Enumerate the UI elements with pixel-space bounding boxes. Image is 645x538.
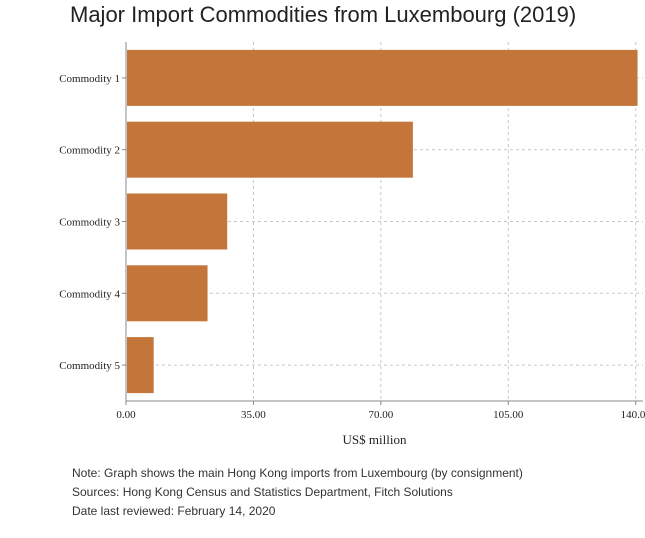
chart-title: Major Import Commodities from Luxembourg… bbox=[70, 2, 577, 27]
bar-3 bbox=[127, 193, 228, 250]
x-tick-label: 35.00 bbox=[241, 409, 266, 421]
bar-1 bbox=[127, 49, 638, 106]
y-tick-label: Commodity 5 bbox=[59, 360, 120, 372]
y-tick-labels: Commodity 1 Commodity 2 Commodity 3 Commodi… bbox=[59, 73, 120, 372]
y-tick-label: Commodity 4 bbox=[59, 288, 120, 300]
y-tick-label: Commodity 3 bbox=[59, 217, 120, 229]
y-tick-label: Commodity 1 bbox=[59, 73, 120, 85]
bars bbox=[127, 49, 638, 394]
x-tick-label: 0.00 bbox=[116, 409, 136, 421]
note-text: Note: Graph shows the main Hong Kong imp… bbox=[72, 466, 523, 480]
bar-2 bbox=[127, 121, 413, 178]
y-tick-label: Commodity 2 bbox=[59, 145, 120, 157]
date-reviewed-text: Date last reviewed: February 14, 2020 bbox=[72, 504, 276, 518]
x-tick-label: 105.00 bbox=[493, 409, 524, 421]
x-tick-label: 70.00 bbox=[368, 409, 393, 421]
x-tick-label: 140.00 bbox=[621, 409, 645, 421]
axes bbox=[122, 42, 643, 405]
bar-4 bbox=[127, 265, 208, 322]
x-tick-labels: 0.00 35.00 70.00 105.00 140.00 bbox=[116, 409, 645, 421]
x-axis-title: US$ million bbox=[343, 432, 407, 447]
sources-text: Sources: Hong Kong Census and Statistics… bbox=[72, 485, 453, 499]
bar-5 bbox=[127, 337, 154, 394]
